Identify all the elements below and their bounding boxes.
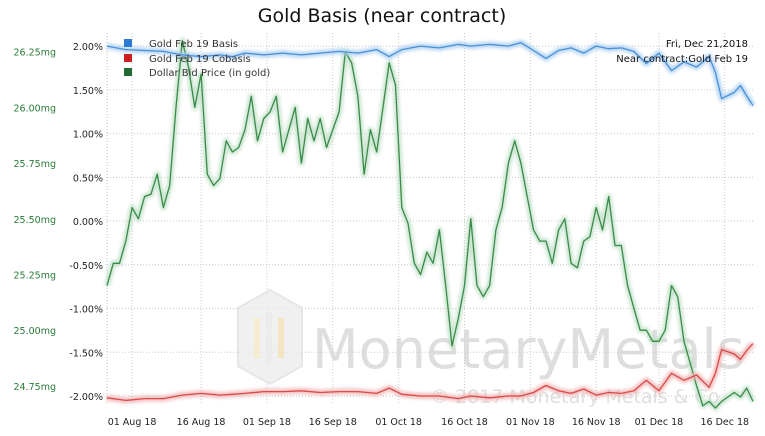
x-tick-label: 01 Oct 18: [375, 417, 422, 428]
right-tick-label: 2.00%: [73, 42, 103, 53]
watermark-logo: [237, 288, 303, 386]
legend-label-basis: Gold Feb 19 Basis: [149, 39, 238, 50]
legend-swatch-basis: [124, 39, 132, 47]
series-line-cobasis: [106, 343, 754, 402]
annotation-date: Fri, Dec 21,2018: [666, 39, 748, 50]
x-tick-label: 01 Dec 18: [635, 417, 684, 428]
series-line-dollar: [106, 39, 754, 409]
series-layer: [104, 37, 756, 412]
x-tick-label: 16 Sep 18: [309, 417, 357, 428]
left-tick-label: 25.25mg: [14, 270, 56, 281]
x-tick-label: 16 Aug 18: [177, 417, 226, 428]
right-tick-label: -0.50%: [69, 261, 103, 272]
right-tick-label: 0.00%: [73, 217, 103, 228]
legend-label-dollar: Dollar Bid Price (in gold): [149, 68, 270, 79]
right-tick-label: -1.00%: [69, 305, 103, 316]
left-tick-label: 26.00mg: [14, 103, 56, 114]
left-tick-label: 25.50mg: [14, 215, 56, 226]
series-line-basis: [106, 41, 754, 106]
legend-label-cobasis: Gold Feb 19 Cobasis: [149, 54, 251, 65]
x-tick-label: 01 Nov 18: [506, 417, 555, 428]
legend: Gold Feb 19 Basis Gold Feb 19 Cobasis Do…: [124, 39, 270, 79]
left-tick-label: 24.75mg: [14, 382, 56, 393]
chart-title: Gold Basis (near contract): [258, 5, 506, 27]
left-axis: 26.25mg 26.00mg 25.75mg 25.50mg 25.25mg 25.00…: [14, 48, 56, 393]
right-tick-label: -2.00%: [69, 392, 103, 403]
watermark: MonetaryMetals © 2017 Monetary Metals & …: [237, 288, 745, 408]
right-tick-label: 1.00%: [73, 130, 103, 141]
left-tick-label: 26.25mg: [14, 48, 56, 59]
x-tick-label: 16 Nov 18: [572, 417, 621, 428]
legend-swatch-dollar: [124, 68, 132, 76]
right-axis: 2.00% 1.50% 1.00% 0.50% 0.00% -0.50% -1.00% -1.…: [69, 42, 103, 403]
right-tick-label: 1.50%: [73, 86, 103, 97]
watermark-copyright: © 2017 Monetary Metals & Co.: [430, 386, 725, 408]
legend-swatch-cobasis: [124, 54, 132, 62]
x-tick-label: 01 Sep 18: [243, 417, 291, 428]
left-tick-label: 25.75mg: [14, 159, 56, 170]
x-tick-label: 16 Oct 18: [441, 417, 488, 428]
right-tick-label: 0.50%: [73, 173, 103, 184]
x-tick-label: 01 Aug 18: [108, 417, 157, 428]
annotation-contract: Near contract:Gold Feb 19: [616, 54, 748, 65]
x-axis: 01 Aug 18 16 Aug 18 01 Sep 18 16 Sep 18 01 O…: [108, 417, 749, 428]
left-tick-label: 25.00mg: [14, 326, 56, 337]
x-tick-label: 16 Dec 18: [700, 417, 749, 428]
right-tick-label: -1.50%: [69, 348, 103, 359]
watermark-brand: MonetaryMetals: [312, 318, 745, 381]
